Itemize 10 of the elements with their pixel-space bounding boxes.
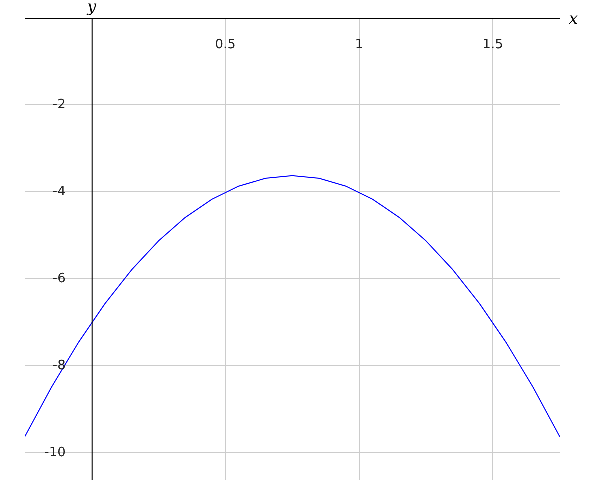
x-tick-label: 0.5: [215, 37, 236, 52]
y-axis-title: y: [86, 0, 98, 16]
x-axis-title: x: [569, 9, 578, 28]
x-tick-label: 1.5: [482, 37, 504, 52]
y-tick-label: -2: [52, 97, 66, 112]
y-tick-label: -6: [52, 271, 66, 286]
y-tick-label: -10: [44, 445, 66, 460]
y-tick-label: -4: [52, 184, 66, 200]
y-tick-label: -8: [52, 358, 66, 374]
x-tick-label: 1: [355, 37, 364, 52]
